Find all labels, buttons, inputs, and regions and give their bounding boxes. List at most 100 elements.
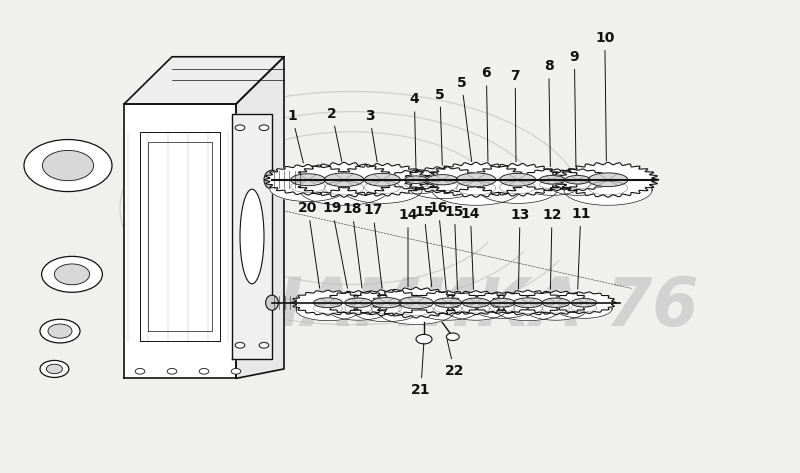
Polygon shape <box>462 298 490 307</box>
Circle shape <box>40 319 80 343</box>
Circle shape <box>446 333 459 341</box>
Text: 15: 15 <box>414 205 434 287</box>
Polygon shape <box>296 299 360 321</box>
Polygon shape <box>550 176 606 195</box>
Polygon shape <box>426 162 526 197</box>
Polygon shape <box>328 299 389 320</box>
Polygon shape <box>432 175 520 205</box>
Polygon shape <box>314 298 342 307</box>
Text: 19: 19 <box>322 201 347 288</box>
Circle shape <box>46 364 62 374</box>
Polygon shape <box>521 291 591 315</box>
Text: 1: 1 <box>287 109 303 163</box>
Circle shape <box>54 264 90 285</box>
Polygon shape <box>470 292 534 314</box>
Ellipse shape <box>266 295 278 310</box>
Text: 9: 9 <box>570 50 579 166</box>
Polygon shape <box>404 167 481 193</box>
Polygon shape <box>418 299 478 320</box>
Polygon shape <box>324 173 364 186</box>
Polygon shape <box>520 169 584 191</box>
Polygon shape <box>398 297 434 309</box>
Circle shape <box>231 368 241 374</box>
Polygon shape <box>571 298 597 307</box>
Polygon shape <box>496 299 560 321</box>
Polygon shape <box>405 176 427 184</box>
Text: 12: 12 <box>542 208 562 289</box>
Circle shape <box>48 324 72 338</box>
Circle shape <box>235 125 245 131</box>
Polygon shape <box>323 291 394 315</box>
Polygon shape <box>371 298 402 308</box>
Text: 7: 7 <box>510 69 520 162</box>
Polygon shape <box>514 298 542 307</box>
Circle shape <box>42 150 94 181</box>
Polygon shape <box>588 173 628 186</box>
Polygon shape <box>342 175 422 203</box>
Circle shape <box>42 256 102 292</box>
Circle shape <box>199 368 209 374</box>
Text: 20: 20 <box>298 201 320 288</box>
Polygon shape <box>345 298 372 307</box>
Text: 18: 18 <box>342 202 362 288</box>
Text: 4: 4 <box>410 92 419 167</box>
Ellipse shape <box>264 170 280 189</box>
Text: 11: 11 <box>571 207 590 289</box>
Polygon shape <box>236 57 284 378</box>
Polygon shape <box>490 298 515 307</box>
Circle shape <box>416 334 432 344</box>
Polygon shape <box>441 291 511 315</box>
Circle shape <box>235 342 245 348</box>
Polygon shape <box>290 174 326 186</box>
Polygon shape <box>353 299 420 322</box>
Circle shape <box>40 360 69 377</box>
Polygon shape <box>491 290 565 315</box>
Polygon shape <box>434 298 462 307</box>
Polygon shape <box>348 290 425 315</box>
Text: 15: 15 <box>445 205 464 289</box>
Polygon shape <box>264 165 352 195</box>
Polygon shape <box>524 176 580 195</box>
Polygon shape <box>413 291 483 315</box>
Circle shape <box>167 368 177 374</box>
Text: 14: 14 <box>398 208 418 287</box>
Polygon shape <box>539 175 565 184</box>
Text: 13: 13 <box>510 208 530 289</box>
Polygon shape <box>427 175 458 185</box>
Text: 10: 10 <box>595 31 614 161</box>
Polygon shape <box>372 288 460 318</box>
Text: 22: 22 <box>445 340 464 378</box>
Circle shape <box>135 368 145 374</box>
Text: 17: 17 <box>363 203 382 288</box>
Polygon shape <box>300 175 388 205</box>
Text: 8: 8 <box>544 59 554 166</box>
Polygon shape <box>456 173 496 186</box>
Text: 14: 14 <box>461 207 480 289</box>
Polygon shape <box>556 299 612 318</box>
Text: 16: 16 <box>429 201 448 289</box>
Circle shape <box>259 125 269 131</box>
Polygon shape <box>478 175 558 203</box>
Polygon shape <box>472 164 563 196</box>
Polygon shape <box>390 177 442 194</box>
Polygon shape <box>124 104 236 378</box>
Polygon shape <box>542 298 570 307</box>
Polygon shape <box>546 169 610 191</box>
Text: 2: 2 <box>327 106 342 161</box>
Polygon shape <box>409 176 476 199</box>
Text: 21: 21 <box>411 343 430 397</box>
Polygon shape <box>291 290 365 315</box>
Circle shape <box>24 140 112 192</box>
Polygon shape <box>232 114 272 359</box>
Polygon shape <box>446 299 506 320</box>
Polygon shape <box>474 299 530 318</box>
Polygon shape <box>378 298 454 324</box>
Ellipse shape <box>240 189 264 284</box>
Polygon shape <box>500 174 536 186</box>
Polygon shape <box>386 170 446 190</box>
Polygon shape <box>337 164 429 196</box>
Circle shape <box>259 342 269 348</box>
Text: 5: 5 <box>435 88 445 165</box>
Polygon shape <box>124 57 284 104</box>
Text: 3: 3 <box>365 109 377 162</box>
